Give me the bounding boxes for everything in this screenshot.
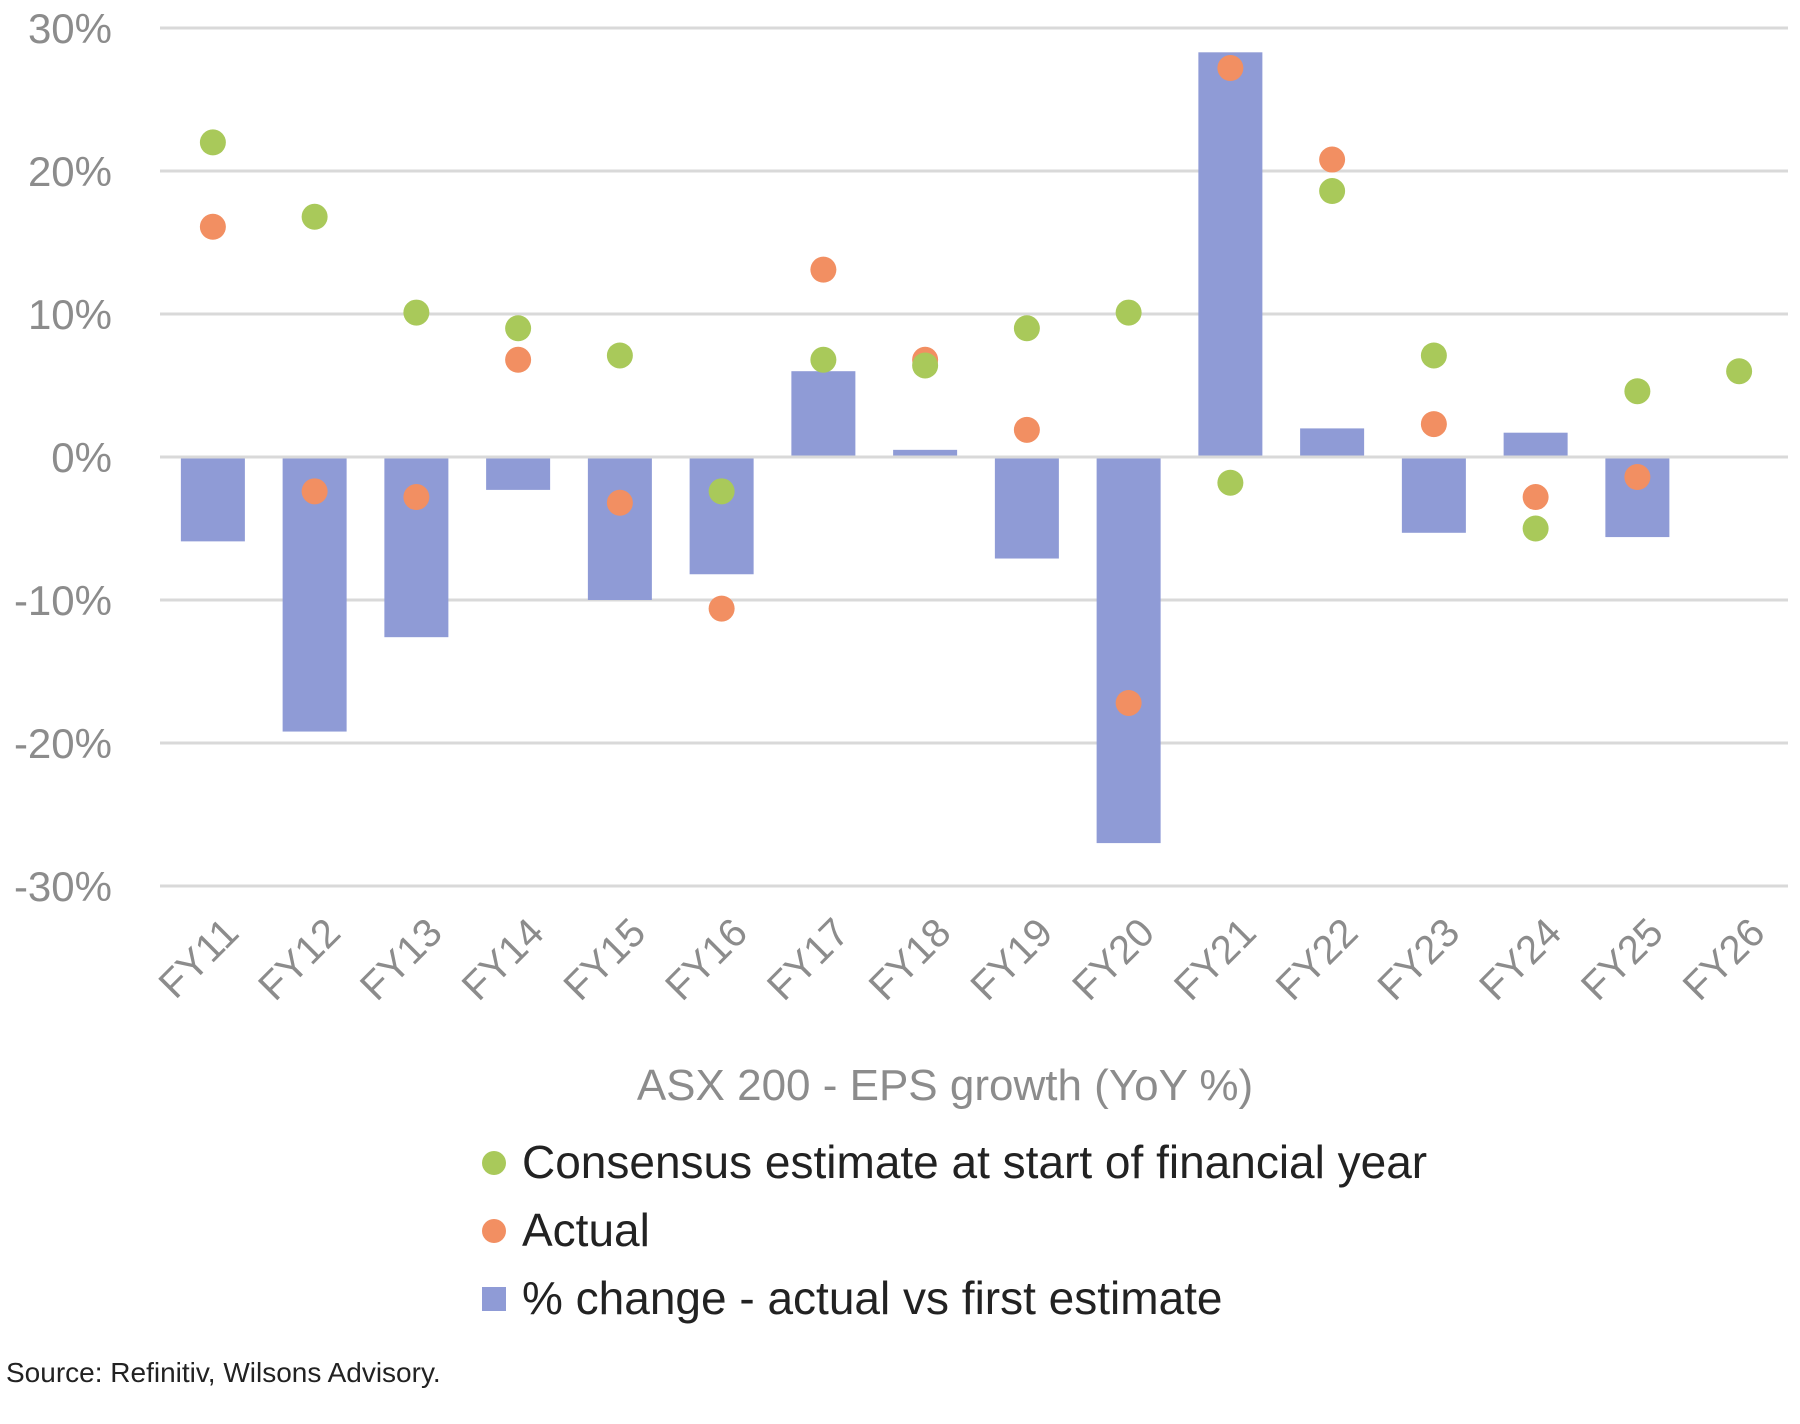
consensus-point-fy16 (708, 478, 735, 505)
y-tick-label: 0% (51, 434, 112, 481)
y-tick-label: -20% (14, 720, 112, 767)
x-tick-label: FY25 (1573, 910, 1672, 1009)
consensus-point-fy19 (1013, 315, 1040, 342)
actual-point-fy25 (1624, 464, 1651, 491)
consensus-point-fy24 (1522, 515, 1549, 542)
x-tick-label: FY11 (151, 910, 248, 1007)
x-tick-label: FY20 (1064, 910, 1163, 1009)
consensus-point-fy14 (505, 315, 532, 342)
legend-item-pct-change: % change - actual vs first estimate (482, 1272, 1223, 1324)
bar-fy21 (1198, 52, 1263, 458)
actual-point-fy13 (403, 484, 430, 511)
consensus-point-fy15 (606, 342, 633, 369)
x-tick-label: FY16 (657, 910, 756, 1009)
legend-swatch-pct-change (482, 1287, 506, 1311)
x-tick-label: FY24 (1471, 910, 1570, 1009)
actual-point-fy24 (1522, 484, 1549, 511)
x-tick-label: FY19 (963, 910, 1062, 1009)
consensus-point-fy21 (1217, 469, 1244, 496)
bar-fy23 (1401, 457, 1466, 533)
x-axis-title: ASX 200 - EPS growth (YoY %) (637, 1061, 1253, 1110)
bar-fy24 (1503, 432, 1568, 457)
legend: Consensus estimate at start of financial… (482, 1136, 1427, 1324)
consensus-point-fy11 (199, 129, 226, 156)
x-tick-label: FY18 (861, 910, 960, 1009)
legend-label-consensus: Consensus estimate at start of financial… (522, 1136, 1427, 1188)
consensus-point-fy18 (912, 352, 939, 379)
x-tick-label: FY13 (352, 910, 451, 1009)
x-tick-label: FY15 (556, 910, 655, 1009)
actual-point-fy16 (708, 595, 735, 622)
source-note: Source: Refinitiv, Wilsons Advisory. (6, 1357, 441, 1388)
actual-point-fy23 (1420, 411, 1447, 438)
bar-fy20 (1096, 457, 1161, 844)
bar-fy14 (486, 457, 551, 490)
consensus-series (199, 129, 1753, 542)
legend-label-pct-change: % change - actual vs first estimate (522, 1272, 1223, 1324)
x-tick-label: FY22 (1268, 910, 1367, 1009)
legend-swatch-consensus (482, 1151, 506, 1175)
bar-fy18 (893, 449, 958, 457)
bar-fy19 (994, 457, 1059, 559)
y-tick-label: -30% (14, 863, 112, 910)
legend-label-actual: Actual (522, 1204, 650, 1256)
y-axis-tick-labels: 30% 20% 10% 0% -10% -20% -30% (14, 5, 112, 910)
actual-series (199, 55, 1651, 716)
x-axis-tick-labels: FY11 FY12 FY13 FY14 FY15 FY16 FY17 FY18 FY19 FY20… (151, 910, 1774, 1009)
consensus-point-fy22 (1319, 178, 1346, 205)
y-tick-label: -10% (14, 577, 112, 624)
x-tick-label: FY21 (1166, 910, 1265, 1009)
consensus-point-fy26 (1726, 358, 1753, 385)
x-tick-label: FY17 (759, 910, 858, 1009)
consensus-point-fy17 (810, 346, 837, 373)
x-tick-label: FY23 (1370, 910, 1469, 1009)
actual-point-fy14 (505, 346, 532, 373)
legend-item-actual: Actual (482, 1204, 650, 1256)
consensus-point-fy20 (1115, 299, 1142, 326)
actual-point-fy15 (606, 489, 633, 516)
x-tick-label: FY26 (1675, 910, 1774, 1009)
actual-point-fy21 (1217, 55, 1244, 82)
x-tick-label: FY12 (250, 910, 349, 1009)
y-tick-label: 20% (28, 148, 112, 195)
consensus-point-fy23 (1420, 342, 1447, 369)
bar-fy13 (384, 457, 449, 638)
actual-point-fy20 (1115, 689, 1142, 716)
bar-fy17 (791, 371, 856, 457)
actual-point-fy22 (1319, 146, 1346, 173)
actual-point-fy17 (810, 256, 837, 283)
actual-point-fy12 (301, 478, 328, 505)
x-tick-label: FY14 (454, 910, 553, 1009)
bar-fy15 (587, 457, 652, 600)
consensus-point-fy12 (301, 203, 328, 230)
consensus-point-fy13 (403, 299, 430, 326)
actual-point-fy19 (1013, 416, 1040, 443)
y-tick-label: 10% (28, 291, 112, 338)
bar-fy22 (1300, 428, 1365, 457)
bar-fy11 (180, 457, 245, 542)
bar-fy16 (689, 457, 754, 575)
actual-point-fy11 (199, 213, 226, 240)
legend-swatch-actual (482, 1219, 506, 1243)
y-tick-label: 30% (28, 5, 112, 52)
legend-item-consensus: Consensus estimate at start of financial… (482, 1136, 1427, 1188)
consensus-point-fy25 (1624, 378, 1651, 405)
